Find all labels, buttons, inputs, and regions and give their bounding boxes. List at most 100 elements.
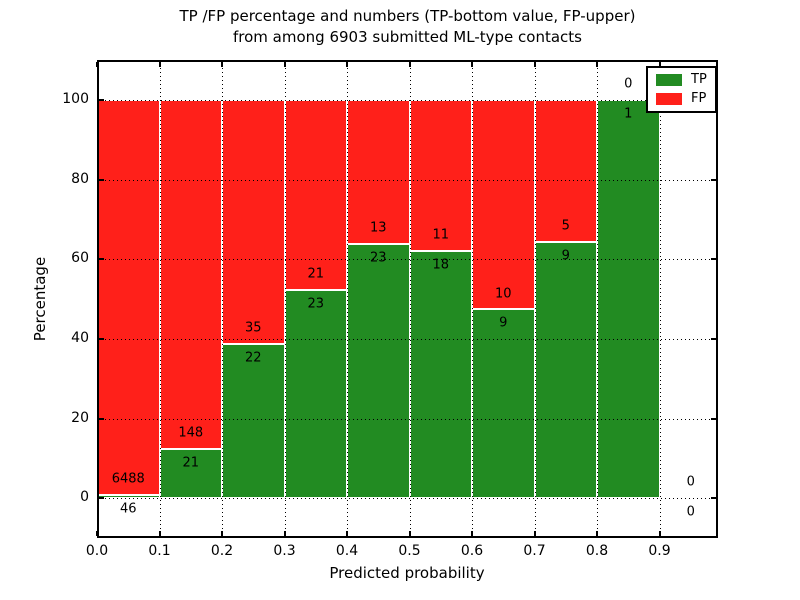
- ytick-left-100: [99, 98, 104, 101]
- legend-item-tp: TP: [656, 73, 707, 87]
- gridline-x-0.1: [159, 60, 161, 538]
- gridline-x-0.8: [597, 60, 598, 538]
- gridline-y-60: [97, 259, 718, 261]
- gridline-y-80: [97, 179, 718, 181]
- chart-title-line1: TP /FP percentage and numbers (TP-bottom…: [179, 7, 636, 25]
- gridline-x-0.6: [472, 60, 473, 538]
- fp-count-label-4: 13: [369, 220, 387, 236]
- xtick-label-0.5: 0.5: [398, 543, 421, 559]
- tp-count-label-3: 23: [307, 296, 325, 312]
- gridline-y-40: [97, 338, 718, 340]
- gridline-y-100: [97, 99, 718, 101]
- legend-item-fp: FP: [656, 92, 707, 106]
- bar-fp-segment-1: [159, 99, 222, 449]
- ytick-left-40: [99, 337, 104, 340]
- tp-count-label-8: 1: [624, 106, 633, 122]
- gridline-y-20: [97, 418, 718, 420]
- fp-count-label-6: 10: [494, 286, 512, 302]
- ytick-label-0: 0: [80, 489, 89, 506]
- bar-fp-segment-4: [347, 99, 410, 244]
- chart-title-line2: from among 6903 submitted ML-type contac…: [233, 28, 582, 46]
- bar-tp-segment-7: [534, 242, 597, 499]
- xtick-bottom-0.8: [596, 531, 598, 536]
- bar-tp-segment-2: [222, 344, 285, 499]
- fp-count-label-8: 0: [624, 76, 633, 92]
- gridline-x-0.9: [659, 60, 661, 538]
- bar-fp-segment-2: [222, 99, 285, 345]
- xtick-bottom-0: [96, 531, 98, 536]
- legend-swatch-fp: [656, 93, 682, 105]
- tp-count-label-1: 21: [182, 455, 200, 471]
- xtick-top-0.6: [471, 62, 473, 67]
- xtick-top-0: [96, 62, 98, 67]
- xtick-label-0.7: 0.7: [523, 543, 546, 559]
- gridline-x-0.5: [409, 60, 411, 538]
- y-axis-label: Percentage: [31, 256, 49, 342]
- legend-label-fp: FP: [691, 91, 707, 106]
- gridline-x-0.7: [534, 60, 536, 538]
- xtick-label-0.1: 0.1: [148, 543, 171, 559]
- bar-fp-segment-6: [472, 99, 535, 310]
- xtick-label-0.2: 0.2: [210, 543, 234, 559]
- fp-count-label-9: 0: [686, 474, 695, 490]
- ytick-label-60: 60: [71, 250, 89, 267]
- ytick-left-0: [99, 497, 104, 500]
- ytick-label-80: 80: [71, 170, 89, 187]
- tp-count-label-0: 46: [119, 501, 137, 517]
- bar-fp-segment-0: [97, 99, 160, 496]
- ytick-label-20: 20: [71, 409, 89, 426]
- xtick-top-0.8: [596, 62, 598, 67]
- xtick-top-0.9: [658, 62, 661, 67]
- ytick-left-80: [99, 178, 104, 181]
- ytick-right-20: [711, 417, 716, 420]
- ytick-right-0: [711, 497, 716, 500]
- tp-count-label-2: 22: [244, 350, 262, 366]
- gridline-y-0: [97, 498, 718, 500]
- ytick-label-40: 40: [71, 329, 89, 346]
- bar-tp-segment-3: [284, 289, 347, 499]
- fp-count-label-7: 5: [561, 218, 570, 234]
- legend: TP FP: [646, 66, 717, 113]
- xtick-label-0.9: 0.9: [648, 543, 671, 559]
- ytick-label-100: 100: [62, 90, 89, 107]
- xtick-top-0.2: [221, 62, 223, 67]
- xtick-bottom-0.4: [346, 531, 348, 536]
- xtick-label-0.3: 0.3: [273, 543, 296, 559]
- bar-fp-segment-5: [409, 99, 472, 251]
- bar-tp-segment-8: [597, 99, 660, 499]
- ytick-left-60: [99, 258, 104, 261]
- tp-count-label-7: 9: [561, 248, 570, 264]
- xtick-label-0.4: 0.4: [335, 543, 359, 559]
- xtick-top-0.5: [408, 62, 411, 67]
- xtick-bottom-0.9: [658, 531, 661, 536]
- tp-count-label-9: 0: [686, 504, 695, 520]
- xtick-bottom-0.2: [221, 531, 223, 536]
- fp-count-label-0: 6488: [111, 471, 145, 487]
- xtick-bottom-0.6: [471, 531, 473, 536]
- ytick-right-60: [711, 258, 716, 261]
- ytick-right-80: [711, 178, 716, 181]
- bar-fp-segment-3: [284, 99, 347, 290]
- chart-title: TP /FP percentage and numbers (TP-bottom…: [97, 6, 718, 48]
- tp-count-label-5: 18: [432, 257, 450, 273]
- bar-fp-segment-7: [534, 99, 597, 243]
- xtick-bottom-0.7: [533, 531, 536, 536]
- gridline-x-0.3: [284, 60, 286, 538]
- xtick-top-0.4: [346, 62, 348, 67]
- xtick-label-0.8: 0.8: [585, 543, 609, 559]
- tp-count-label-6: 9: [499, 315, 508, 331]
- fp-count-label-5: 11: [432, 227, 450, 243]
- xtick-bottom-0.3: [283, 531, 286, 536]
- bar-tp-segment-6: [472, 309, 535, 499]
- xtick-label-0.6: 0.6: [460, 543, 484, 559]
- ytick-right-40: [711, 337, 716, 340]
- xtick-top-0.7: [533, 62, 536, 67]
- xtick-bottom-0.1: [158, 531, 161, 536]
- bar-tp-segment-4: [347, 243, 410, 499]
- bar-tp-segment-5: [409, 250, 472, 499]
- xtick-top-0.1: [158, 62, 161, 67]
- legend-swatch-tp: [656, 74, 682, 86]
- fp-count-label-3: 21: [307, 266, 325, 282]
- x-axis-label: Predicted probability: [329, 564, 485, 582]
